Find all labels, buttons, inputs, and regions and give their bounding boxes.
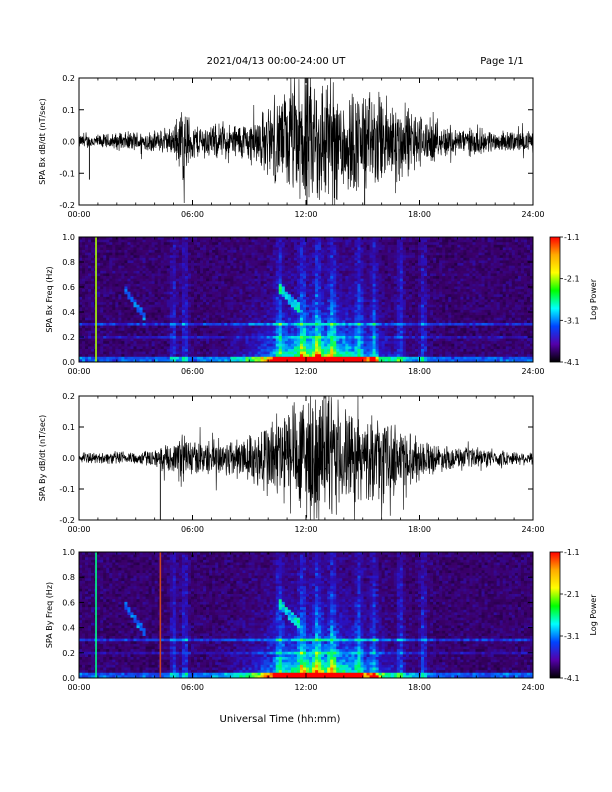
x-tick-label: 18:00 bbox=[408, 525, 431, 534]
y-tick-label: -0.1 bbox=[59, 485, 75, 494]
x-tick-label: 06:00 bbox=[181, 683, 204, 692]
y-tick-label: 0.4 bbox=[62, 624, 75, 633]
x-tick-label: 24:00 bbox=[521, 525, 544, 534]
y-tick-label: 0.1 bbox=[62, 106, 75, 115]
y-tick-label: 0.2 bbox=[62, 649, 75, 658]
panel-bx-spectrogram: 00:00 06:00 12:00 18:00 24:00 1.0 0.8 0.6 0.4 0.2… bbox=[45, 233, 545, 376]
spectrogram-cells bbox=[79, 237, 534, 363]
colorbar-ramp bbox=[549, 236, 561, 363]
colorbar-tick-label: -4.1 bbox=[564, 358, 580, 367]
x-tick-label: 12:00 bbox=[294, 210, 317, 219]
x-tick-label: 00:00 bbox=[67, 367, 90, 376]
y-tick-label: -0.1 bbox=[59, 169, 75, 178]
y-tick-label: -0.2 bbox=[59, 201, 75, 210]
colorbar-label: Log Power bbox=[589, 278, 598, 320]
panel-by-spectrogram: 00:00 06:00 12:00 18:00 24:00 1.0 0.8 0.6 0.4 0.2… bbox=[45, 548, 545, 692]
x-tick-label: 00:00 bbox=[67, 683, 90, 692]
colorbar-tick-label: -2.1 bbox=[564, 275, 580, 284]
x-tick-label: 06:00 bbox=[181, 525, 204, 534]
x-tick-label: 24:00 bbox=[521, 210, 544, 219]
x-tick-label: 00:00 bbox=[67, 525, 90, 534]
page-number: Page 1/1 bbox=[480, 56, 523, 67]
figure-title: 2021/04/13 00:00-24:00 UT bbox=[207, 56, 347, 67]
x-tick-label: 12:00 bbox=[294, 683, 317, 692]
colorbar-tick-label: -1.1 bbox=[564, 548, 580, 557]
dbdt-series-line bbox=[78, 77, 534, 206]
y-tick-label: 0.1 bbox=[62, 423, 75, 432]
y-tick-label: 0.8 bbox=[62, 573, 75, 582]
colorbar-tick-label: -3.1 bbox=[564, 316, 580, 325]
y-tick-label: 0.0 bbox=[62, 138, 75, 147]
x-axis-label: Universal Time (hh:mm) bbox=[220, 714, 341, 725]
y-tick-label: 0.2 bbox=[62, 333, 75, 342]
y-tick-label: 0.8 bbox=[62, 258, 75, 267]
y-tick-label: 0.2 bbox=[62, 74, 75, 83]
y-axis-label: SPA Bx Freq (Hz) bbox=[45, 266, 54, 332]
x-tick-label: 18:00 bbox=[408, 367, 431, 376]
y-axis-label: SPA By dB/dt (nT/sec) bbox=[38, 415, 47, 502]
colorbar-tick-label: -3.1 bbox=[564, 632, 580, 641]
y-tick-label: 0.0 bbox=[62, 454, 75, 463]
y-tick-label: 1.0 bbox=[62, 548, 75, 557]
x-tick-label: 18:00 bbox=[408, 683, 431, 692]
x-tick-label: 06:00 bbox=[181, 367, 204, 376]
colorbar-label: Log Power bbox=[589, 594, 598, 636]
dbdt-series-line bbox=[78, 395, 534, 521]
x-tick-label: 00:00 bbox=[67, 210, 90, 219]
y-axis-label: SPA By Freq (Hz) bbox=[45, 582, 54, 648]
y-tick-label: 1.0 bbox=[62, 233, 75, 242]
y-axis-label: SPA Bx dB/dt (nT/sec) bbox=[38, 98, 47, 185]
y-tick-label: 0.4 bbox=[62, 308, 75, 317]
x-tick-label: 12:00 bbox=[294, 367, 317, 376]
y-tick-label: 0.0 bbox=[62, 358, 75, 367]
colorbar-bx: -1.1 -2.1 -3.1 -4.1 Log Power bbox=[549, 233, 598, 367]
panel-bx-dbdt: 00:00 06:00 12:00 18:00 24:00 0.2 0.1 0.0 -0.1 -0… bbox=[38, 74, 545, 219]
colorbar-tick-label: -1.1 bbox=[564, 233, 580, 242]
y-tick-label: 0.0 bbox=[62, 674, 75, 683]
y-tick-label: 0.2 bbox=[62, 392, 75, 401]
x-tick-label: 12:00 bbox=[294, 525, 317, 534]
x-tick-label: 06:00 bbox=[181, 210, 204, 219]
colorbar-by: -1.1 -2.1 -3.1 -4.1 Log Power bbox=[549, 548, 598, 683]
spectrogram-cells bbox=[79, 552, 534, 679]
x-tick-label: 24:00 bbox=[521, 367, 544, 376]
y-tick-label: 0.6 bbox=[62, 283, 75, 292]
panel-by-dbdt: 00:00 06:00 12:00 18:00 24:00 0.2 0.1 0.0 -0.1 -0… bbox=[38, 392, 545, 534]
x-tick-label: 18:00 bbox=[408, 210, 431, 219]
x-tick-label: 24:00 bbox=[521, 683, 544, 692]
y-tick-label: 0.6 bbox=[62, 598, 75, 607]
colorbar-tick-label: -4.1 bbox=[564, 674, 580, 683]
y-tick-label: -0.2 bbox=[59, 516, 75, 525]
colorbar-tick-label: -2.1 bbox=[564, 590, 580, 599]
colorbar-ramp bbox=[549, 551, 561, 679]
